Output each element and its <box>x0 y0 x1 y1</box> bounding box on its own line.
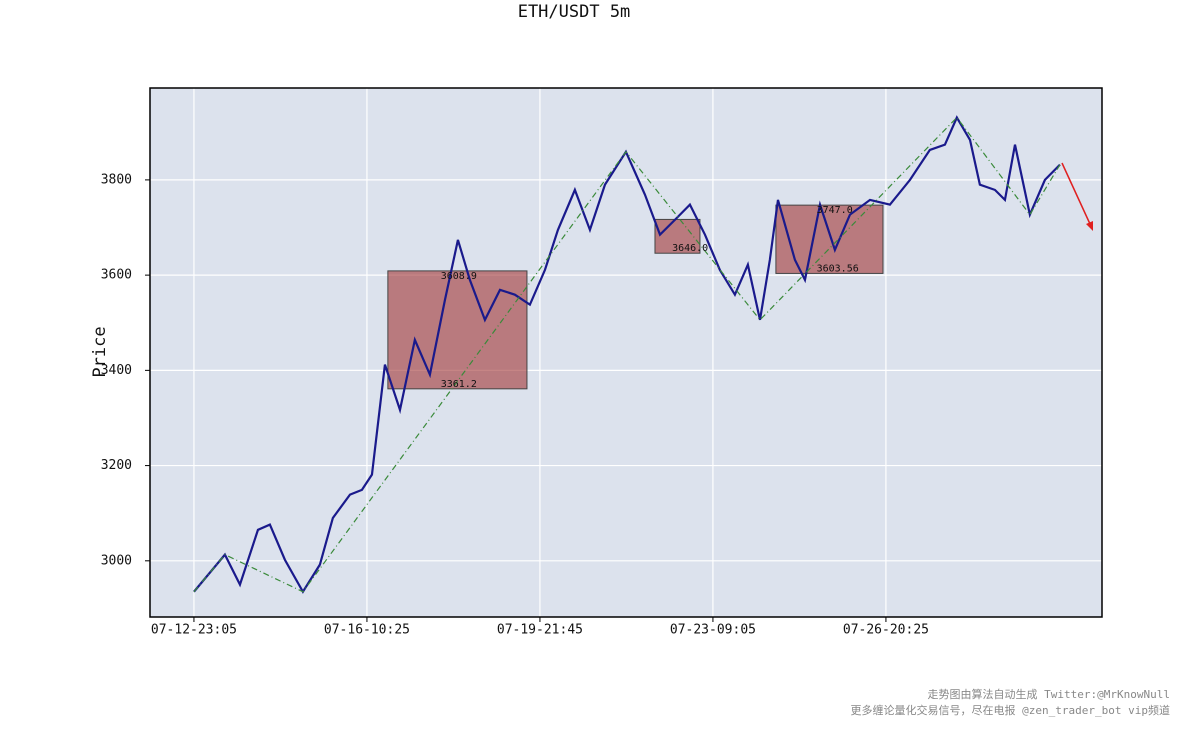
labels: 3000 3200 3400 3600 3800 07-12-23:05 07-16-10:… <box>101 172 929 637</box>
y-tick-label: 3800 <box>101 172 132 187</box>
y-tick-label: 3200 <box>101 458 132 473</box>
lines <box>193 115 1061 594</box>
plot-area <box>150 88 1102 617</box>
chart-title: ETH/USDT 5m <box>518 2 631 22</box>
box-label: 3361.2 <box>441 379 477 390</box>
y-tick-label: 3000 <box>101 553 132 568</box>
boxes <box>387 204 884 390</box>
grid <box>145 88 1102 622</box>
y-tick-label: 3600 <box>101 268 132 283</box>
y-tick-label: 3400 <box>101 363 132 378</box>
box-label: 3603.56 <box>817 263 859 274</box>
note: 更多缠论量化交易信号，尽在电报 @zen_trader_bot vip频道 <box>851 703 1170 717</box>
plot-border <box>149 87 1103 618</box>
trend-arrow <box>1061 162 1091 225</box>
box-label: 3747.0 <box>817 205 853 216</box>
y-axis-label: Price <box>90 326 110 377</box>
pivot-box <box>654 218 701 254</box>
box-label: 3608.9 <box>441 271 477 282</box>
box-label: 3646.0 <box>672 243 708 254</box>
x-tick-label: 07-26-20:25 <box>843 623 929 638</box>
note: 走势图由算法自动生成 Twitter:@MrKnowNull <box>928 687 1170 701</box>
zigzag-line <box>193 116 1061 593</box>
x-tick-label: 07-19-21:45 <box>497 623 583 638</box>
trend-arrowhead <box>1086 221 1093 231</box>
price-line <box>193 115 1061 594</box>
x-tick-label: 07-23-09:05 <box>670 623 756 638</box>
pivot-box <box>775 204 884 274</box>
x-tick-label: 07-16-10:25 <box>324 623 410 638</box>
x-tick-label: 07-12-23:05 <box>151 623 237 638</box>
